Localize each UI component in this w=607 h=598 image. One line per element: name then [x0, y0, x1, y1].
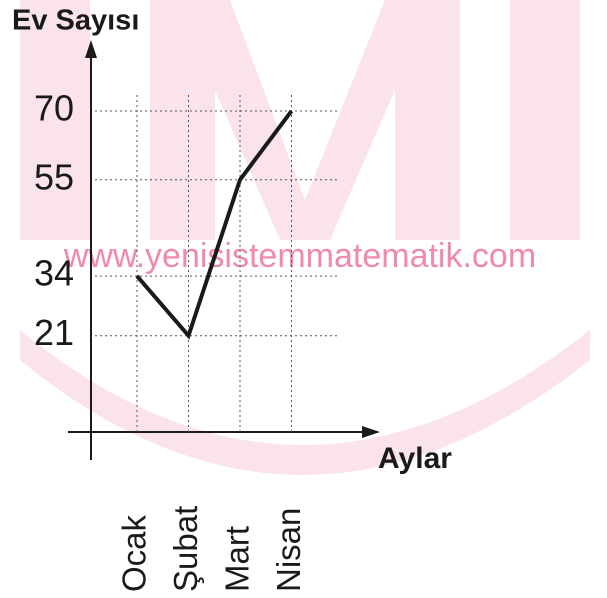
watermark-text: www.yenisistemmatematik.com	[63, 237, 536, 275]
y-axis-label: Ev Sayısı	[12, 5, 139, 37]
x-tick-label: Ocak	[116, 514, 153, 592]
y-tick-label: 70	[34, 88, 74, 129]
x-tick-label: Şubat	[167, 506, 204, 592]
watermark-arc	[20, 330, 590, 475]
watermark-bar	[510, 0, 580, 240]
y-arrow	[85, 40, 97, 58]
x-tick-label: Mart	[219, 526, 256, 592]
watermark-shapes	[20, 0, 590, 475]
x-axis-label: Aylar	[378, 442, 452, 475]
y-tick-label: 55	[34, 156, 74, 197]
y-tick-label: 21	[34, 312, 74, 353]
x-tick-label: Nisan	[270, 508, 307, 592]
watermark-bar	[20, 0, 90, 240]
y-tick-label: 34	[34, 253, 74, 294]
x-arrow	[362, 426, 380, 438]
watermark-m	[150, 0, 460, 240]
line	[135, 109, 294, 340]
